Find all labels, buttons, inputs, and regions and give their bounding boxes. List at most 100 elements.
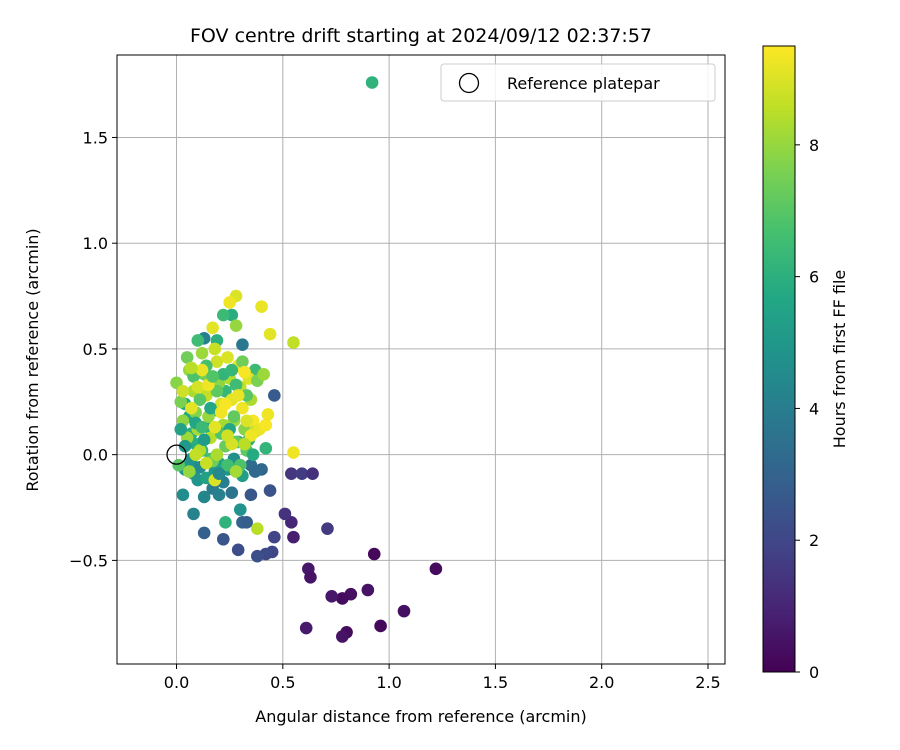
plot-frame	[116, 54, 726, 665]
data-point	[195, 420, 209, 434]
data-point	[304, 571, 317, 584]
x-axis-label: Angular distance from reference (arcmin)	[255, 707, 586, 726]
data-point	[255, 300, 268, 313]
data-point	[238, 365, 251, 379]
data-point	[225, 363, 239, 377]
x-tick-label: 0.5	[270, 673, 295, 692]
data-point	[221, 429, 234, 442]
data-point	[257, 368, 270, 381]
data-point	[225, 486, 239, 500]
data-point	[189, 448, 202, 461]
data-point	[208, 342, 222, 356]
data-point	[206, 321, 219, 335]
legend: Reference platepar	[440, 63, 716, 102]
data-point	[206, 370, 219, 383]
data-point	[180, 351, 194, 364]
data-point	[374, 619, 387, 633]
data-point	[336, 592, 349, 605]
chart-title: FOV centre drift starting at 2024/09/12 …	[190, 25, 652, 47]
data-point	[204, 401, 217, 415]
data-point	[285, 467, 298, 480]
data-point	[236, 401, 249, 415]
legend-box	[440, 63, 716, 102]
colorbar-tick-label: 0	[809, 663, 819, 682]
data-point	[244, 488, 258, 502]
data-point	[199, 456, 213, 470]
x-axis-ticks: 0.0 0.5 1.0 1.5 2.0 2.5	[164, 664, 721, 692]
data-point	[219, 397, 232, 411]
data-point	[191, 334, 205, 347]
colorbar-bar	[762, 45, 796, 673]
y-tick-label: 0.0	[83, 446, 108, 465]
data-point	[197, 433, 211, 447]
colorbar-tick-label: 4	[809, 399, 819, 418]
x-tick-label: 2.5	[695, 673, 720, 692]
data-point	[229, 319, 243, 332]
data-point	[397, 604, 411, 618]
data-point	[216, 532, 230, 546]
colorbar-label: Hours from first FF file	[830, 270, 849, 449]
data-point	[231, 543, 245, 557]
data-point	[227, 410, 241, 423]
y-tick-label: 1.5	[83, 128, 108, 147]
data-point	[429, 562, 443, 576]
data-point	[176, 384, 190, 398]
data-point	[187, 507, 200, 521]
data-point	[306, 467, 319, 480]
data-point	[268, 389, 281, 402]
data-point	[240, 414, 253, 428]
data-point	[174, 395, 188, 409]
data-point	[210, 448, 224, 461]
data-point	[212, 467, 226, 480]
data-point	[234, 503, 247, 516]
data-point	[212, 488, 226, 502]
data-point	[178, 439, 192, 453]
data-point	[287, 446, 300, 459]
data-point	[259, 418, 273, 432]
data-point	[299, 621, 313, 635]
grid	[117, 55, 725, 664]
data-point	[229, 378, 243, 392]
colorbar-tick-label: 6	[809, 268, 819, 287]
x-tick-label: 0.0	[164, 673, 189, 692]
x-tick-label: 1.0	[376, 673, 401, 692]
x-tick-label: 1.5	[483, 673, 508, 692]
data-point	[195, 346, 209, 360]
data-point	[240, 516, 253, 529]
y-tick-label: 1.0	[83, 234, 108, 253]
data-point	[185, 361, 198, 375]
y-axis-label: Rotation from reference (arcmin)	[23, 228, 42, 491]
data-point	[367, 547, 381, 561]
data-points	[170, 76, 443, 643]
data-point	[278, 507, 292, 521]
data-point	[287, 530, 300, 544]
data-point	[321, 522, 334, 535]
data-point	[236, 338, 249, 351]
data-point	[176, 488, 190, 502]
data-point	[287, 336, 300, 349]
data-point	[210, 355, 224, 368]
colorbar-tick-label: 8	[809, 136, 819, 155]
data-point	[236, 355, 249, 368]
legend-marker-icon	[458, 72, 480, 94]
data-point	[361, 583, 375, 597]
data-point	[185, 401, 198, 415]
y-axis-ticks: −0.5 0.0 0.5 1.0 1.5	[69, 128, 117, 570]
data-point	[182, 465, 196, 478]
data-point	[336, 630, 349, 643]
data-point	[221, 351, 234, 364]
data-point	[263, 484, 277, 497]
data-point	[268, 530, 281, 544]
data-point	[231, 389, 245, 402]
colorbar-tick-label: 2	[809, 531, 819, 550]
y-tick-label: −0.5	[69, 551, 108, 570]
reference-platepar-marker	[166, 444, 187, 465]
colorbar-ticks: 0 2 4 6 8	[795, 136, 819, 682]
data-point	[208, 420, 222, 434]
data-point	[197, 526, 211, 540]
data-point	[248, 465, 262, 478]
data-point	[195, 363, 209, 377]
data-point	[251, 549, 264, 563]
data-point	[219, 516, 232, 529]
